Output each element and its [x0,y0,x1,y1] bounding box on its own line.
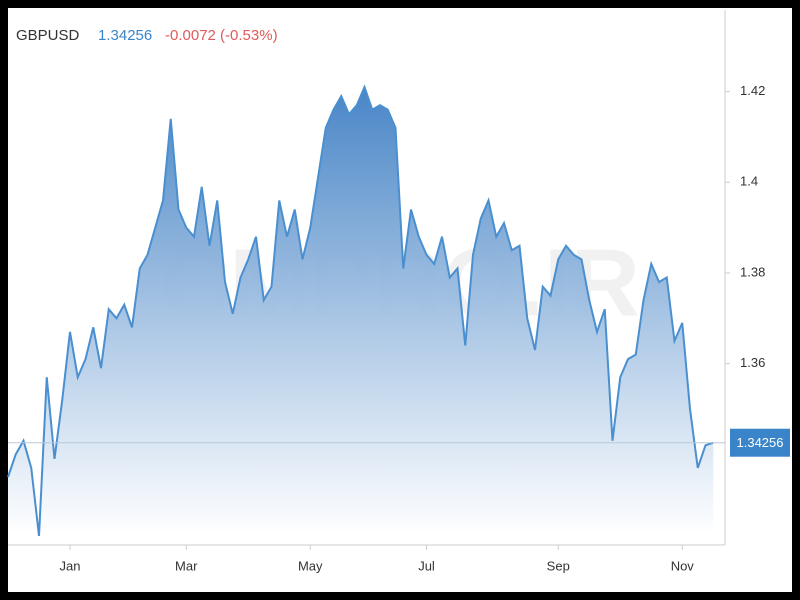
symbol: GBPUSD [16,27,80,44]
last-price-box [730,428,790,457]
x-tick-label: May [298,558,323,573]
area-fill [8,87,714,536]
y-tick-label: 1.36 [740,355,765,370]
x-tick-label: Jan [60,558,81,573]
y-tick-label: 1.42 [740,83,765,98]
price-line [7,84,714,537]
last-price: 1.34256 [98,27,152,44]
x-tick-label: Nov [671,558,695,573]
x-tick-label: Sep [547,558,570,573]
y-tick-label: 1.38 [740,264,765,279]
x-tick-label: Jul [418,558,435,573]
last-price-label: 1.34256 [737,435,784,450]
price-change: -0.0072 (-0.53%) [165,27,278,44]
y-tick-label: 1.4 [740,174,758,189]
x-tick-label: Mar [175,558,198,573]
